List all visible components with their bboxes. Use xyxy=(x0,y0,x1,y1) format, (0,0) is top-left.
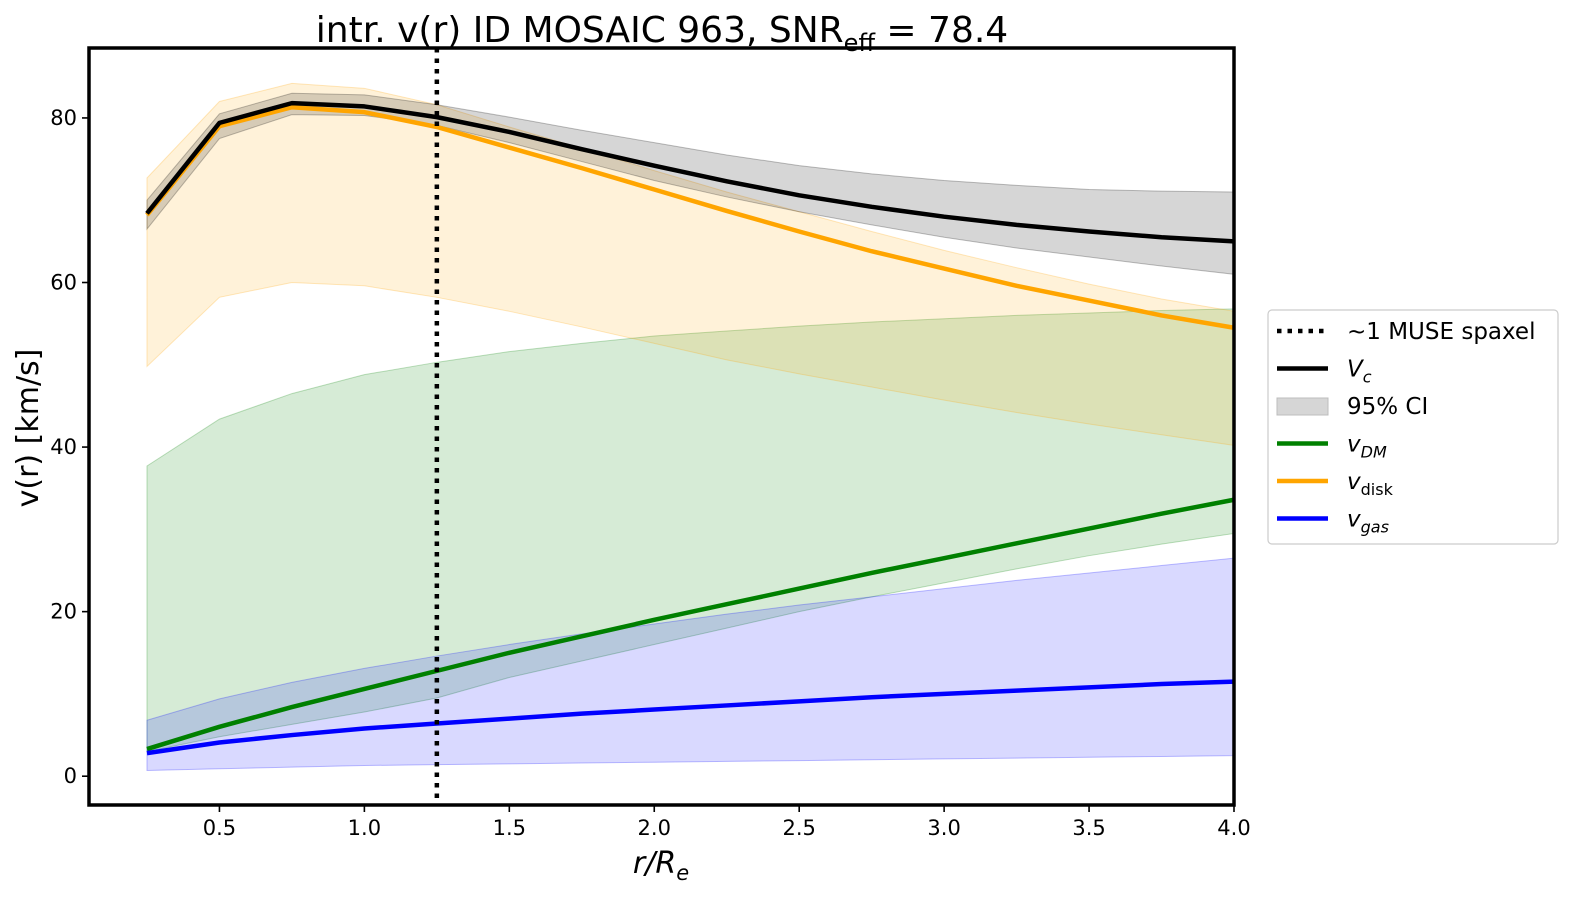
x-tick-label: 0.5 xyxy=(203,816,236,840)
plot-frame xyxy=(87,46,1236,807)
legend-swatch-ci xyxy=(1276,397,1329,416)
line-vc xyxy=(145,100,1235,244)
legend: ~1 MUSE spaxel Vc 95% CI vDM vdisk vgas xyxy=(1267,309,1559,545)
y-tick-label: 20 xyxy=(50,600,77,624)
x-tick-label: 3.5 xyxy=(1072,816,1105,840)
legend-label: vDM xyxy=(1347,432,1387,462)
x-axis: 0.5 1.0 1.5 2.0 2.5 3.0 3.5 4.0 xyxy=(203,805,1251,840)
x-tick-label: 2.5 xyxy=(782,816,815,840)
line-gas xyxy=(146,679,1235,756)
y-tick-label: 60 xyxy=(50,271,77,295)
legend-label: vdisk xyxy=(1347,469,1394,499)
confidence-bands xyxy=(146,82,1235,771)
y-tick-label: 40 xyxy=(50,435,77,459)
chart-title: intr. v(r) ID MOSAIC 963, SNReff = 78.4 xyxy=(316,10,1008,57)
legend-frame xyxy=(1267,309,1559,545)
legend-label: Vc xyxy=(1347,357,1372,387)
y-tick-label: 0 xyxy=(64,764,77,788)
x-axis-label: r/Re xyxy=(633,846,689,885)
y-axis-label: v(r) [km/s] xyxy=(11,349,46,508)
x-tick-label: 1.5 xyxy=(493,816,526,840)
series-lines xyxy=(145,100,1235,756)
x-tick-label: 3.0 xyxy=(927,816,960,840)
y-tick-label: 80 xyxy=(50,106,77,130)
line-dm xyxy=(146,497,1235,752)
line-disk xyxy=(145,104,1235,330)
legend-label: vgas xyxy=(1347,507,1389,537)
x-tick-label: 2.0 xyxy=(638,816,671,840)
x-tick-label: 1.0 xyxy=(348,816,381,840)
y-axis: 0 20 40 60 80 xyxy=(50,106,89,788)
x-tick-label: 4.0 xyxy=(1217,816,1250,840)
legend-label: ~1 MUSE spaxel xyxy=(1347,319,1535,345)
legend-label: 95% CI xyxy=(1347,394,1428,420)
